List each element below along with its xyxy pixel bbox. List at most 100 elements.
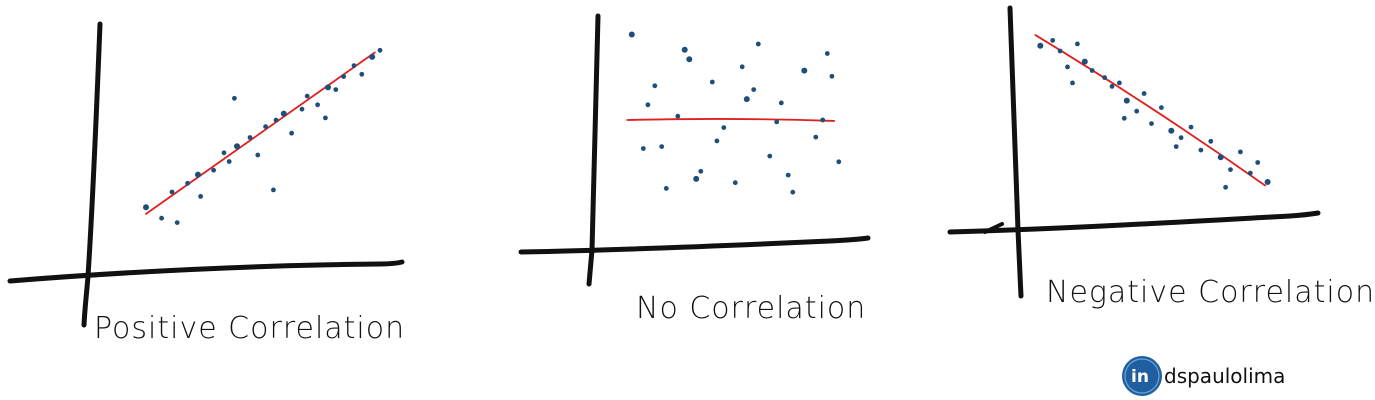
data-point — [359, 71, 365, 77]
data-point — [663, 186, 669, 191]
data-point — [304, 93, 310, 99]
data-point — [341, 74, 346, 79]
data-point — [1173, 144, 1179, 150]
data-point — [198, 194, 204, 199]
data-point — [1208, 138, 1214, 144]
panel-positive-correlation: Positive Correlation — [7, 21, 405, 346]
data-point — [1178, 135, 1184, 141]
data-point — [1223, 184, 1228, 190]
data-point — [820, 117, 826, 123]
data-point — [1081, 58, 1088, 65]
author-handle: dspaulolima — [1164, 364, 1285, 388]
data-point — [1050, 38, 1056, 43]
chart-title-none: No Correlation — [636, 291, 866, 326]
data-point — [1109, 84, 1115, 89]
data-point — [255, 152, 261, 158]
data-point — [377, 47, 383, 53]
data-point — [273, 117, 279, 123]
data-point — [824, 51, 830, 56]
data-point — [1247, 170, 1253, 176]
data-point — [280, 110, 287, 117]
data-point — [1217, 154, 1224, 161]
data-point — [645, 102, 651, 108]
trend-line — [1034, 34, 1267, 187]
x-axis-line — [947, 210, 1321, 235]
data-point — [1255, 160, 1261, 165]
logo-label: in — [1131, 367, 1149, 387]
data-point — [1037, 42, 1044, 49]
data-point — [159, 215, 165, 221]
x-axis-line — [7, 259, 405, 284]
data-point — [743, 96, 750, 103]
data-point — [226, 159, 232, 164]
data-point — [732, 180, 738, 186]
chart-title-negative: Negative Correlation — [1046, 275, 1375, 310]
data-point — [169, 189, 175, 195]
data-point — [640, 146, 646, 151]
data-point — [1238, 149, 1243, 155]
data-point — [1065, 64, 1070, 70]
data-point — [1198, 147, 1204, 153]
data-point — [1089, 68, 1095, 73]
data-point — [369, 53, 376, 60]
data-point — [1075, 41, 1080, 47]
data-point — [778, 100, 784, 106]
data-point — [1117, 80, 1122, 86]
data-point — [709, 79, 715, 85]
data-point — [721, 125, 727, 130]
data-point — [299, 106, 305, 112]
data-point — [714, 138, 720, 144]
data-point — [1134, 108, 1140, 114]
data-point — [1149, 121, 1154, 126]
data-point — [263, 124, 268, 129]
data-point — [774, 119, 780, 125]
data-point — [143, 204, 149, 211]
data-point — [755, 41, 761, 47]
data-point — [351, 63, 357, 68]
data-point — [1188, 124, 1194, 130]
data-point — [1123, 97, 1130, 104]
data-point — [652, 83, 658, 89]
data-point — [790, 189, 796, 195]
data-point — [1102, 75, 1107, 80]
data-point — [739, 64, 745, 70]
data-point — [325, 84, 331, 91]
linkedin-logo-icon — [1122, 356, 1162, 396]
data-point — [1141, 91, 1147, 96]
data-point — [628, 31, 635, 38]
data-point — [686, 56, 693, 63]
data-point — [1264, 179, 1271, 185]
data-point — [1168, 127, 1175, 134]
data-point — [289, 130, 294, 136]
chart-title-positive: Positive Correlation — [94, 311, 405, 346]
trend-line — [145, 51, 376, 215]
data-point — [315, 102, 320, 108]
author-signature: in dspaulolima — [1122, 356, 1285, 396]
data-point — [1159, 105, 1164, 110]
x-axis-line — [518, 235, 871, 255]
data-point — [333, 87, 339, 92]
data-point — [232, 95, 237, 101]
data-point — [1070, 80, 1075, 86]
data-point — [693, 175, 700, 182]
data-point — [195, 171, 201, 178]
data-point — [174, 220, 180, 226]
data-point — [801, 67, 808, 74]
y-axis-line — [81, 21, 103, 328]
trend-line — [626, 118, 836, 122]
panel-negative-correlation: Negative Correlation — [947, 5, 1375, 310]
data-point — [271, 187, 276, 193]
data-point — [813, 134, 819, 140]
data-point — [698, 168, 704, 174]
data-point — [185, 180, 191, 186]
data-point — [221, 150, 227, 156]
data-point — [234, 143, 240, 150]
axis-stroke-tick — [983, 222, 1004, 234]
data-point — [829, 73, 835, 79]
data-point — [1228, 167, 1233, 173]
data-point — [681, 46, 688, 53]
data-point — [675, 113, 681, 119]
data-point — [767, 153, 773, 159]
panel-no-correlation: No Correlation — [518, 13, 871, 326]
